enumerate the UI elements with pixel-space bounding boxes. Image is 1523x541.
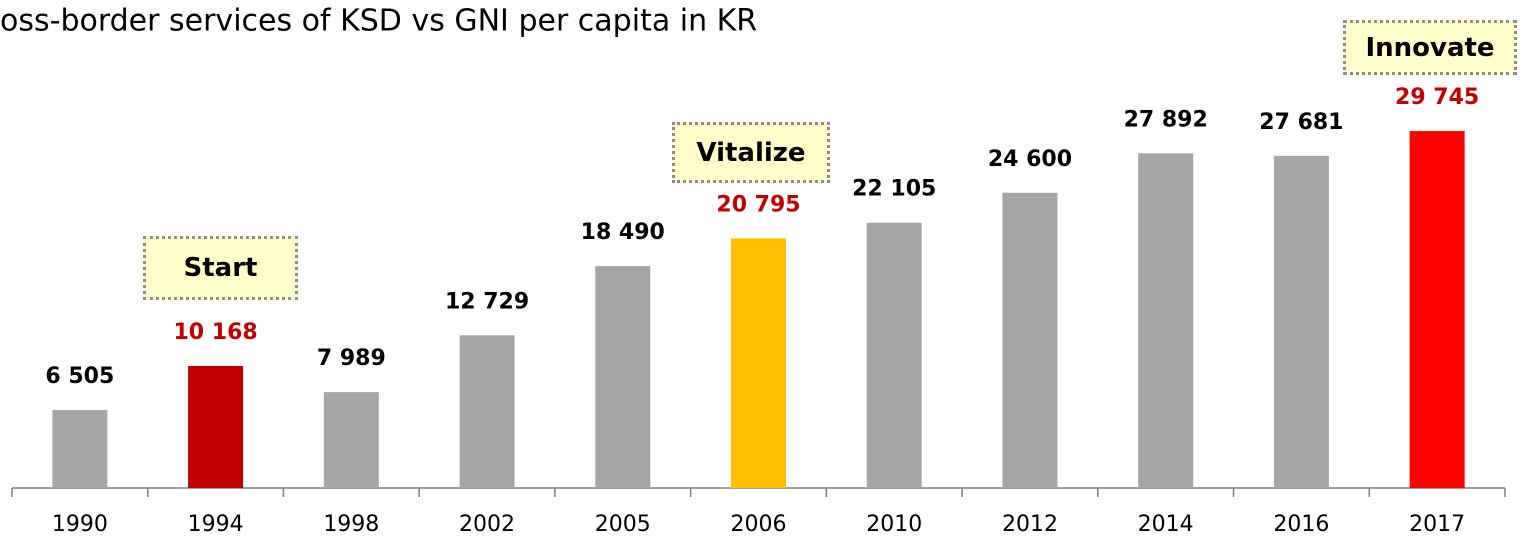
- value-label: 12 729: [445, 289, 529, 314]
- bar: [459, 335, 515, 488]
- annotation: Start: [143, 236, 298, 300]
- bar: [1138, 153, 1194, 488]
- x-tick-label: 2002: [459, 512, 515, 537]
- value-label: 6 505: [45, 364, 114, 389]
- bar: [866, 222, 922, 489]
- bar: [595, 266, 651, 488]
- bar: [52, 409, 108, 488]
- chart-title: oss-border services of KSD vs GNI per ca…: [0, 4, 757, 39]
- x-tick-label: 1990: [52, 512, 108, 537]
- x-tick-label: 2006: [731, 512, 787, 537]
- x-tick-label: 2016: [1273, 512, 1329, 537]
- x-tick-label: 2014: [1138, 512, 1194, 537]
- value-label: 7 989: [317, 346, 386, 371]
- value-label: 27 892: [1124, 107, 1208, 132]
- annotation: Innovate: [1343, 20, 1517, 75]
- x-tick-label: 1994: [188, 512, 244, 537]
- value-label: 22 105: [852, 177, 936, 202]
- value-label: 24 600: [988, 147, 1072, 172]
- x-tick-label: 2012: [1002, 512, 1058, 537]
- x-tick-label: 2010: [866, 512, 922, 537]
- bar: [323, 392, 379, 488]
- bar: [188, 365, 244, 488]
- x-tick-label: 2017: [1409, 512, 1465, 537]
- value-label: 27 681: [1259, 110, 1343, 135]
- bar: [1409, 131, 1465, 488]
- value-label: 29 745: [1395, 85, 1479, 110]
- value-label: 20 795: [716, 192, 800, 217]
- value-label: 18 490: [581, 220, 665, 245]
- annotation: Vitalize: [672, 122, 830, 183]
- bar: [731, 238, 786, 488]
- bar: [1002, 192, 1058, 489]
- x-tick-label: 1998: [323, 512, 379, 537]
- bar: [1273, 155, 1329, 488]
- x-tick-label: 2005: [595, 512, 651, 537]
- value-label: 10 168: [173, 320, 257, 345]
